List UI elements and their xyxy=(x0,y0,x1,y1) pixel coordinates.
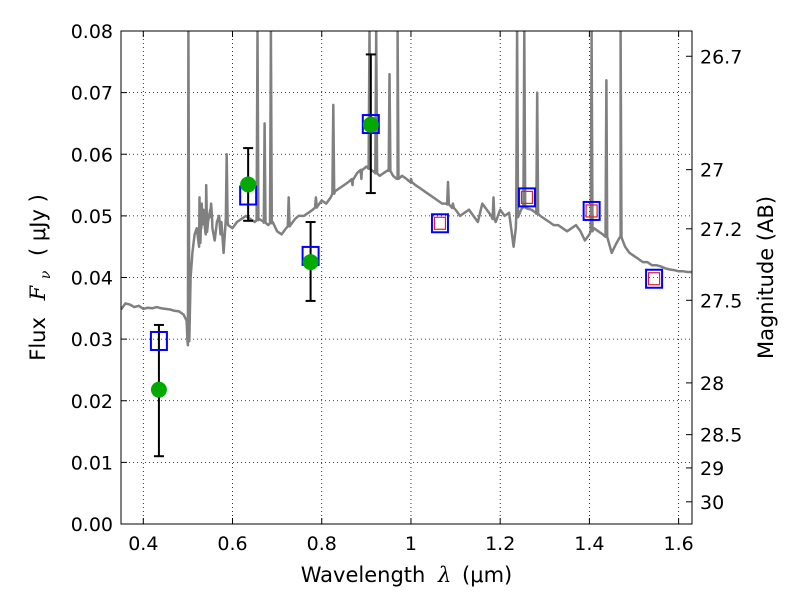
model-square xyxy=(582,200,601,221)
x-axis-label-text: Wavelength xyxy=(301,563,426,587)
y2-tick-label: 29 xyxy=(700,458,724,480)
secondary-y-axis-label: Magnitude (AB) xyxy=(754,196,778,359)
model-square-inner xyxy=(520,190,534,204)
y-tick-label: 0.05 xyxy=(71,206,113,228)
x-tick-label: 1.2 xyxy=(485,533,515,555)
y-axis-label-symbol: F xyxy=(26,284,50,301)
y-tick-label: 0.03 xyxy=(71,329,113,351)
y2-tick-label: 27 xyxy=(700,160,724,182)
spectrum-line xyxy=(121,31,692,347)
y-tick-label: 0.00 xyxy=(71,514,113,536)
y2-tick-label: 27.5 xyxy=(700,290,742,312)
model-square xyxy=(361,114,380,135)
x-tick-label: 1.4 xyxy=(574,533,604,555)
y2-tick-label: 30 xyxy=(700,492,724,514)
model-square xyxy=(517,187,536,208)
x-tick-label: 1 xyxy=(405,533,417,555)
x-tick-label: 1.6 xyxy=(664,533,694,555)
x-axis-label-unit: (μm) xyxy=(462,563,512,587)
observed-point xyxy=(302,254,319,271)
model-square xyxy=(149,330,168,351)
model-square-inner xyxy=(433,216,447,230)
y-tick-label: 0.07 xyxy=(71,83,113,105)
model-square-inner xyxy=(647,272,661,286)
y2-tick-label: 27.2 xyxy=(700,219,742,241)
model-square xyxy=(430,213,449,234)
data-markers xyxy=(149,114,664,398)
y-axis-label-text: Flux xyxy=(26,317,50,361)
y-axis-label-unit: ( μJy ) xyxy=(26,194,50,256)
x-axis-label: Wavelength λ (μm) xyxy=(301,563,512,587)
x-axis-label-symbol: λ xyxy=(437,563,451,587)
model-square-inner xyxy=(585,204,598,218)
observed-point xyxy=(150,381,167,398)
axis-ticks: 0.4 0.6 0.8 1 1.2 1.4 1.6 0.00 0.01 0.02 0.03 0.04 0… xyxy=(71,21,743,555)
y-tick-label: 0.08 xyxy=(71,21,113,43)
model-square xyxy=(645,268,664,289)
y2-tick-label: 28.5 xyxy=(700,425,742,447)
template-spectrum xyxy=(121,31,692,347)
y-tick-label: 0.02 xyxy=(71,391,113,413)
y-axis-label-subscript: ν xyxy=(38,270,54,279)
x-tick-label: 0.4 xyxy=(128,533,158,555)
observed-point xyxy=(240,176,257,193)
y-tick-label: 0.04 xyxy=(71,268,113,290)
observed-point xyxy=(362,116,379,133)
x-tick-label: 0.6 xyxy=(217,533,247,555)
y-axis-label: Flux F ν ( μJy ) xyxy=(26,194,55,361)
y2-tick-label: 26.7 xyxy=(700,46,742,68)
y-tick-label: 0.01 xyxy=(71,452,113,474)
x-tick-label: 0.8 xyxy=(307,533,337,555)
y2-tick-label: 28 xyxy=(700,373,724,395)
y-tick-label: 0.06 xyxy=(71,144,113,166)
